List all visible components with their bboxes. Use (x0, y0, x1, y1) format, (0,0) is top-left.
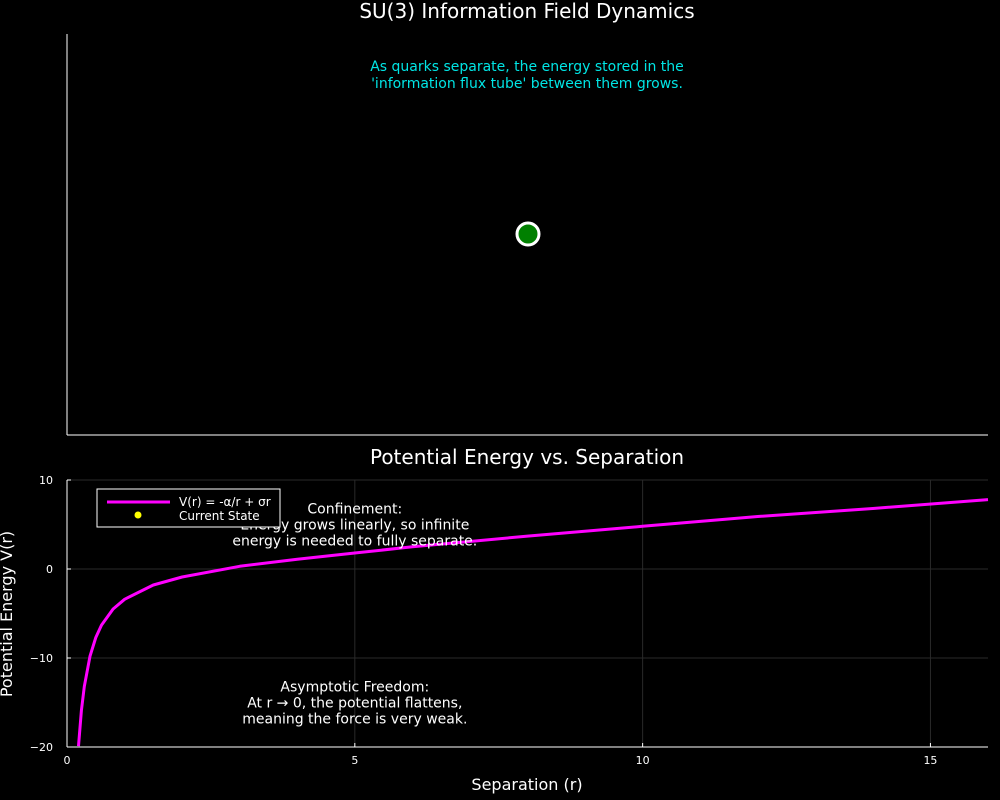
annotation-1-line-2: meaning the force is very weak. (242, 712, 467, 728)
y-tick-label: −20 (30, 741, 53, 754)
top-panel-caption-line-2: 'information flux tube' between them gro… (371, 76, 683, 92)
y-tick-label: −10 (30, 652, 53, 665)
annotation-1-line-1: At r → 0, the potential flattens, (247, 696, 462, 712)
top-panel: SU(3) Information Field Dynamics As quar… (66, 0, 988, 436)
legend-box (96, 488, 281, 528)
annotation-0-line-2: energy is needed to fully separate. (232, 534, 477, 550)
top-panel-caption-line-1: As quarks separate, the energy stored in… (370, 59, 684, 75)
annotation-0-line-1: Energy grows linearly, so infinite (240, 518, 469, 534)
x-axis-label: Separation (r) (471, 775, 582, 794)
x-tick-label: 10 (636, 754, 650, 767)
legend-entry-current-state: Current State (179, 509, 260, 523)
annotation-0-line-0: Confinement: (307, 502, 402, 518)
quark-marker (515, 221, 541, 247)
annotation-layer: Confinement:Energy grows linearly, so in… (232, 502, 477, 728)
legend-marker-swatch (134, 511, 142, 519)
potential-chart: Potential Energy vs. Separation 0 5 10 15 −2… (0, 445, 989, 794)
x-tick-label: 0 (64, 754, 71, 767)
legend: V(r) = -α/r + σr Current State (96, 488, 281, 528)
legend-entry-potential: V(r) = -α/r + σr (179, 495, 271, 509)
y-tick-label: 0 (46, 563, 53, 576)
axes-layer: 0 5 10 15 −20 −10 0 10 (30, 474, 988, 767)
y-axis-label: Potential Energy V(r) (0, 531, 16, 697)
y-tick-label: 10 (39, 474, 53, 487)
annotation-1-line-0: Asymptotic Freedom: (280, 680, 429, 696)
chart-title: Potential Energy vs. Separation (370, 445, 684, 469)
x-tick-label: 15 (923, 754, 937, 767)
series-line-0 (77, 498, 989, 747)
series-layer (77, 498, 989, 747)
x-tick-label: 5 (351, 754, 358, 767)
top-panel-title: SU(3) Information Field Dynamics (359, 0, 694, 23)
